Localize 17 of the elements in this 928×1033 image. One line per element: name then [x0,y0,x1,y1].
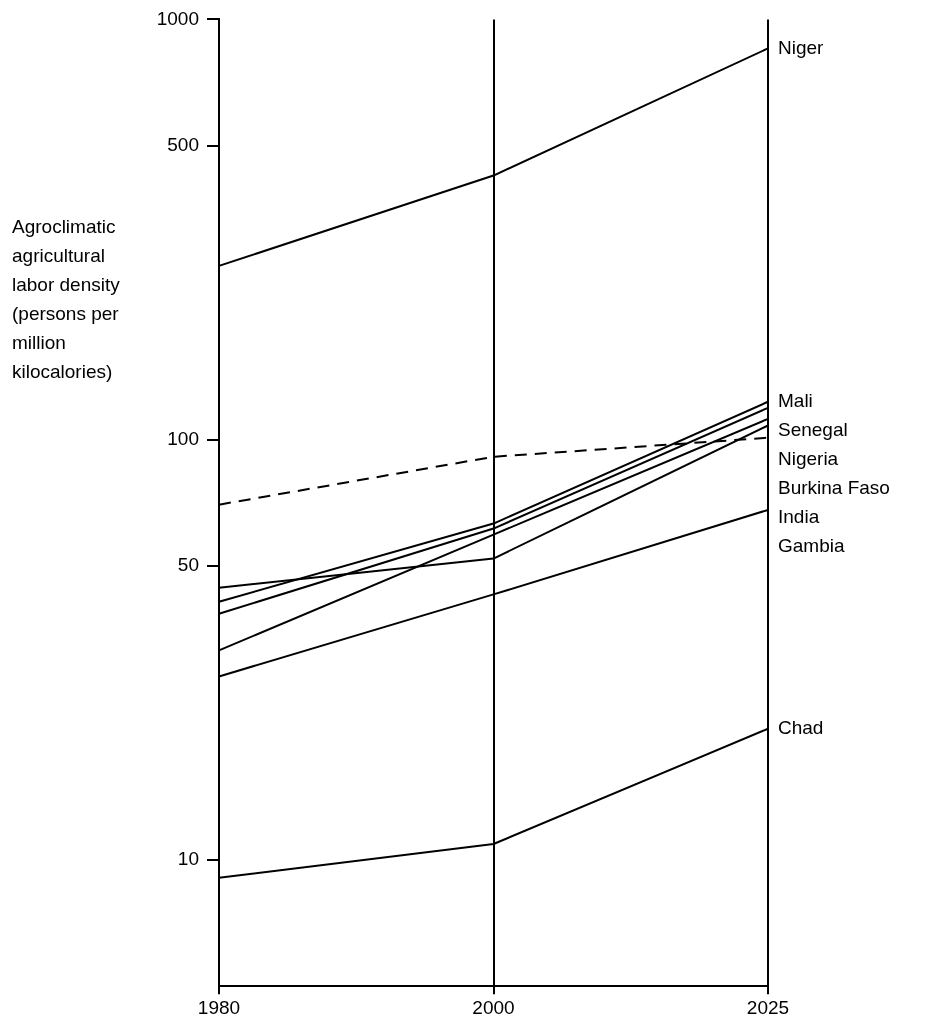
x-tick-label: 1980 [197,996,241,1018]
y-tick-label: 50 [177,554,199,576]
y-axis-title: Agroclimatic agricultural labor density (persons per million kilocalories) [12,215,121,384]
x-tick-label: 2025 [746,996,790,1018]
text: Burkina Faso [778,477,890,499]
y-tick-label: 10 [177,847,199,869]
y-tick-label: 1000 [156,7,199,29]
y-tick-label: 500 [167,134,199,156]
text: India [778,506,820,528]
series-label: Niger [778,36,825,58]
x-tick-label: 2000 [472,996,515,1018]
series-label: Gambia [778,535,845,557]
y-tick-label: 100 [167,427,199,449]
series-label: Chad [778,716,824,738]
series-label: Senegal [778,419,848,441]
series-label: Nigeria [778,448,839,470]
series-label: Mali [778,390,813,412]
